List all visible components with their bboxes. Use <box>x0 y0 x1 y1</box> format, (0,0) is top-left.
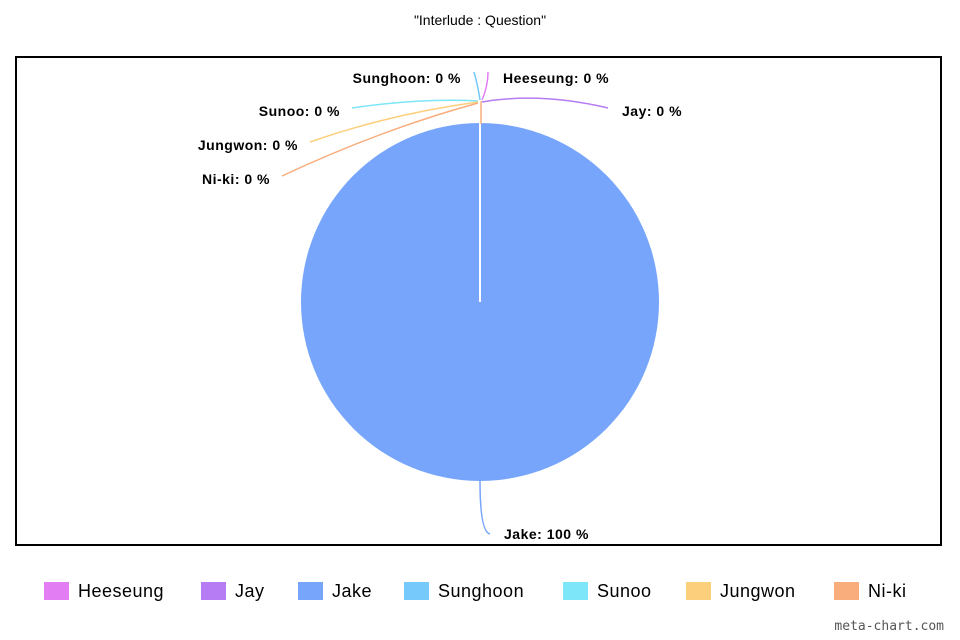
legend-label-jungwon: Jungwon <box>720 580 796 601</box>
leader-line-sunghoon <box>473 71 481 101</box>
data-label-jungwon: Jungwon: 0 % <box>198 137 298 153</box>
legend-item-heeseung: Heeseung <box>44 578 164 604</box>
legend-swatch-ni-ki <box>834 582 859 600</box>
legend-swatch-sunghoon <box>404 582 429 600</box>
data-label-heeseung: Heeseung: 0 % <box>503 70 609 86</box>
legend-swatch-heeseung <box>44 582 69 600</box>
data-label-ni-ki: Ni-ki: 0 % <box>202 171 270 187</box>
chart-title: "Interlude : Question" <box>413 12 547 28</box>
plot-frame <box>15 56 942 546</box>
legend-label-ni-ki: Ni-ki <box>868 580 907 601</box>
data-label-jake: Jake: 100 % <box>504 526 589 542</box>
legend-swatch-jake <box>298 582 323 600</box>
legend-item-jay: Jay <box>201 578 265 604</box>
legend-item-sunghoon: Sunghoon <box>404 578 524 604</box>
legend-label-sunoo: Sunoo <box>597 580 652 601</box>
watermark: meta-chart.com <box>834 619 944 634</box>
leader-line-heeseung <box>481 71 489 101</box>
legend-label-jake: Jake <box>332 580 373 601</box>
data-label-sunghoon: Sunghoon: 0 % <box>353 70 461 86</box>
leader-line-jake <box>479 480 491 535</box>
data-label-sunoo: Sunoo: 0 % <box>259 103 340 119</box>
legend: Heeseung Jay Jake Sunghoon Sunoo Jungwon Ni-ki <box>0 578 960 604</box>
legend-item-jake: Jake <box>298 578 372 604</box>
legend-item-ni-ki: Ni-ki <box>834 578 907 604</box>
legend-item-sunoo: Sunoo <box>563 578 652 604</box>
legend-label-sunghoon: Sunghoon <box>438 580 525 601</box>
legend-label-jay: Jay <box>235 580 265 601</box>
data-label-jay: Jay: 0 % <box>622 103 682 119</box>
leader-line-jungwon <box>309 101 479 143</box>
leader-line-jay <box>481 97 609 109</box>
legend-label-heeseung: Heeseung <box>78 580 165 601</box>
legend-item-jungwon: Jungwon <box>686 578 796 604</box>
leader-line-ni-ki <box>281 102 479 177</box>
legend-swatch-jungwon <box>686 582 711 600</box>
leader-line-sunoo <box>351 99 479 109</box>
legend-swatch-sunoo <box>563 582 588 600</box>
legend-swatch-jay <box>201 582 226 600</box>
